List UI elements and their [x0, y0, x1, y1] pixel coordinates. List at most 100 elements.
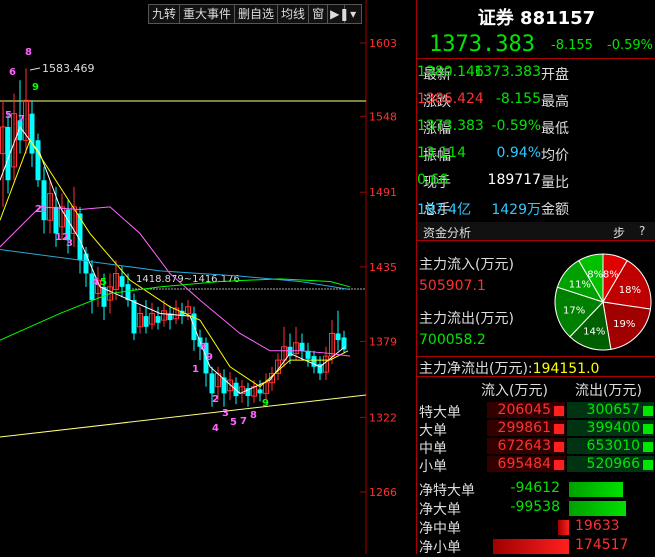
quote-row: 涨幅 -0.59% 最低 1373.383: [417, 114, 655, 140]
candle-body: [53, 206, 59, 234]
ma60-line: [0, 249, 351, 290]
flow-row-label: 大单: [419, 423, 447, 439]
price-change-pct: -0.59%: [607, 38, 653, 53]
window-button[interactable]: 窗: [309, 5, 329, 23]
flow-out-marker: [643, 442, 653, 452]
candle-body: [83, 253, 89, 274]
net-flow-label: 净特大单: [419, 483, 475, 499]
flow-out-marker: [643, 424, 653, 434]
pie-slice-label: 14%: [583, 326, 605, 337]
net-flow-value: -94612: [510, 480, 560, 496]
candle-body: [137, 312, 143, 328]
net-flow-row: 净中单 19633: [417, 518, 655, 537]
candle-body: [65, 209, 71, 241]
tab-fund-analysis[interactable]: 资金分析: [423, 226, 472, 240]
nine-turn-label: 7: [240, 416, 247, 427]
flow-out-value: 520966: [567, 456, 654, 472]
nine-turn-label: 2: [35, 204, 42, 215]
pie-slice-label: 11%: [569, 279, 591, 290]
candle-body: [125, 284, 131, 301]
quote-label: 量比: [541, 175, 569, 191]
main-inflow-box: 主力流入(万元) 505907.1: [419, 254, 549, 294]
quote-value: 0.66: [417, 172, 449, 188]
remove-watchlist-button[interactable]: 删自选: [235, 5, 279, 23]
candle-body: [209, 373, 215, 394]
net-flow-value: 174517: [575, 537, 629, 553]
candle-body: [149, 312, 155, 325]
help-button[interactable]: ?: [639, 224, 646, 238]
candle-body: [101, 286, 107, 307]
main-inflow-label: 主力流入(万元): [419, 257, 514, 273]
kline-chart-svg[interactable]: 16031548149114351379132212661418.879~141…: [0, 0, 415, 554]
support-line: [0, 394, 367, 438]
candle-body: [155, 316, 161, 323]
candle-body: [119, 276, 125, 287]
pie-slice-label: 17%: [563, 305, 585, 316]
flow-in-value: 672643: [487, 438, 565, 454]
nine-turn-label: 2: [212, 394, 219, 405]
flow-in-marker: [554, 424, 564, 434]
main-outflow-box: 主力流出(万元) 700058.2: [419, 308, 549, 348]
step-button[interactable]: 步: [613, 226, 626, 240]
quote-label: 涨幅: [423, 121, 451, 137]
flow-out-value: 653010: [567, 438, 654, 454]
pie-slice: [554, 286, 604, 338]
candle-body: [281, 346, 287, 361]
quote-value: 13.114: [417, 145, 466, 161]
chart-toolbar: 九转 重大事件 删自选 均线 窗 ▶❚ ▾: [148, 4, 363, 24]
quote-label: 现手: [423, 175, 451, 191]
flow-out-value: 300657: [567, 402, 654, 418]
kline-chart[interactable]: 1603 1548 1491 1435 1379 1322 1266 1418.879~141…: [0, 0, 415, 554]
y-tick-label: 1491: [369, 186, 397, 199]
nine-turn-label: 4: [212, 423, 219, 434]
candle-body: [5, 126, 11, 181]
quote-value: 1386.424: [417, 91, 484, 107]
y-tick-label: 1379: [369, 335, 397, 348]
flow-out-marker: [643, 460, 653, 470]
ma30-line: [0, 278, 351, 341]
ma10-line: [0, 139, 349, 388]
chevron-down-icon[interactable]: ▾: [350, 7, 357, 21]
ma5-line: [0, 125, 346, 394]
candle-body: [329, 332, 335, 357]
flow-out-marker: [643, 406, 653, 416]
quote-label: 均价: [541, 148, 569, 164]
flow-row-label: 小单: [419, 459, 447, 475]
quote-value: -8.155: [495, 91, 541, 107]
candle-body: [161, 310, 167, 321]
flow-in-marker: [554, 460, 564, 470]
candle-body: [113, 272, 119, 290]
ma20-line: [0, 206, 351, 357]
nine-turn-label: 1: [192, 364, 199, 375]
flow-row-label: 中单: [419, 441, 447, 457]
candle-body: [131, 300, 137, 334]
play-icon[interactable]: ▶❚: [330, 5, 350, 23]
candle-body: [71, 206, 77, 235]
flow-row-label: 特大单: [419, 405, 461, 421]
main-outflow-value: 700058.2: [419, 332, 486, 348]
inflow-header: 流入(万元): [481, 383, 548, 399]
candle-body: [185, 306, 191, 314]
quote-row: 现手 189717 量比 0.66: [417, 168, 655, 194]
major-events-button[interactable]: 重大事件: [180, 5, 236, 23]
quote-label: 振幅: [423, 148, 451, 164]
outflow-header: 流出(万元): [575, 383, 642, 399]
nine-turn-label: 5: [230, 417, 237, 428]
divider: [417, 58, 655, 59]
nine-turn-button[interactable]: 九转: [149, 5, 181, 23]
price-row: 1373.383 -8.155 -0.59%: [417, 32, 655, 58]
flow-in-value: 695484: [487, 456, 565, 472]
candle-body: [173, 307, 179, 320]
net-flow-value: 19633: [575, 518, 620, 534]
nine-turn-label: 8: [200, 342, 207, 353]
nine-turn-label: 4: [92, 277, 99, 288]
candle-body: [77, 213, 83, 261]
nine-turn-label: 8: [250, 410, 257, 421]
net-flow-value: -99538: [510, 499, 560, 515]
quote-value: 1373.383: [417, 118, 484, 134]
high-label: 1583.469: [42, 62, 95, 75]
divider: [417, 376, 655, 377]
flow-table-row: 大单 299861 399400: [417, 420, 655, 439]
quote-panel: 证券 881157 1373.383 -8.155 -0.59% 最新 1373.…: [416, 0, 655, 556]
moving-average-button[interactable]: 均线: [278, 5, 310, 23]
